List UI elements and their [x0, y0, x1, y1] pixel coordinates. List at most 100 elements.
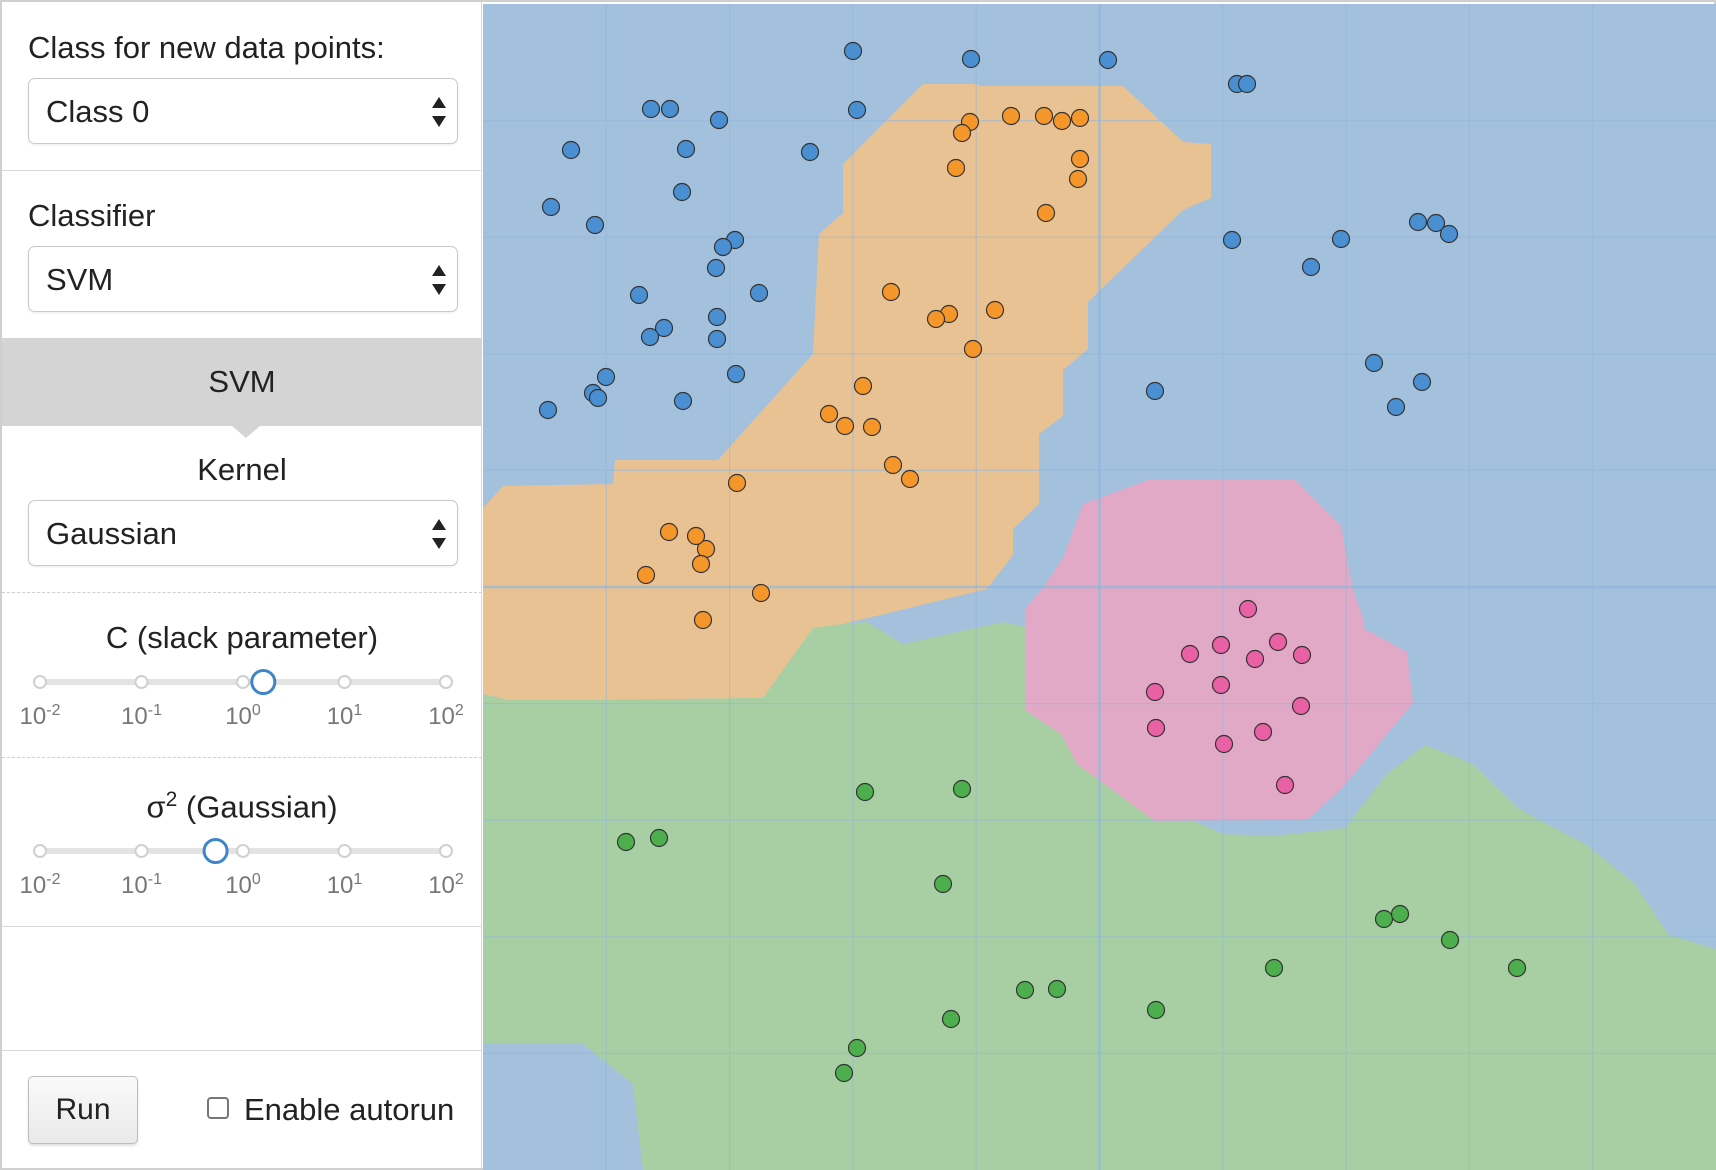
class1-data-point[interactable] — [1001, 106, 1021, 126]
class3-data-point[interactable] — [1238, 599, 1258, 619]
class1-data-point[interactable] — [985, 300, 1005, 320]
class0-data-point[interactable] — [1426, 213, 1446, 233]
class0-data-point[interactable] — [709, 110, 729, 130]
class2-data-point[interactable] — [616, 832, 636, 852]
class0-data-point[interactable] — [588, 388, 608, 408]
class0-data-point[interactable] — [541, 197, 561, 217]
sigma-slider-tick-4[interactable] — [439, 844, 453, 858]
class1-data-point[interactable] — [1036, 203, 1056, 223]
class3-data-point[interactable] — [1145, 682, 1165, 702]
class0-data-point[interactable] — [1331, 229, 1351, 249]
class0-data-point[interactable] — [1237, 74, 1257, 94]
c-slider-tick-3[interactable] — [337, 675, 352, 689]
class1-data-point[interactable] — [946, 158, 966, 178]
class2-data-point[interactable] — [941, 1009, 961, 1029]
class2-data-point[interactable] — [1390, 904, 1410, 924]
class1-data-point[interactable] — [853, 376, 873, 396]
c-slider-handle[interactable] — [250, 669, 277, 695]
class0-data-point[interactable] — [726, 364, 746, 384]
class0-data-point[interactable] — [538, 400, 558, 420]
class1-data-point[interactable] — [952, 123, 972, 143]
class0-data-point[interactable] — [672, 182, 692, 202]
class1-data-point[interactable] — [881, 282, 901, 302]
class2-data-point[interactable] — [952, 779, 972, 799]
class2-data-point[interactable] — [1440, 930, 1460, 950]
class2-data-point[interactable] — [855, 782, 875, 802]
class1-data-point[interactable] — [659, 522, 679, 542]
class2-data-point[interactable] — [1374, 909, 1394, 929]
class0-data-point[interactable] — [707, 329, 727, 349]
class1-data-point[interactable] — [636, 565, 656, 585]
class1-data-point[interactable] — [751, 583, 771, 603]
class0-data-point[interactable] — [1439, 224, 1459, 244]
class1-data-point[interactable] — [835, 416, 855, 436]
class0-data-point[interactable] — [561, 140, 581, 160]
class1-data-point[interactable] — [900, 469, 920, 489]
sigma-slider-track[interactable] — [2, 835, 482, 869]
class0-data-point[interactable] — [676, 139, 696, 159]
class0-data-point[interactable] — [707, 307, 727, 327]
class0-data-point[interactable] — [640, 327, 660, 347]
class3-data-point[interactable] — [1214, 734, 1234, 754]
class2-data-point[interactable] — [847, 1038, 867, 1058]
class3-data-point[interactable] — [1291, 696, 1311, 716]
autorun-checkbox[interactable] — [207, 1097, 229, 1119]
kernel-select[interactable]: Gaussian — [28, 500, 458, 566]
class0-data-point[interactable] — [641, 99, 661, 119]
class2-data-point[interactable] — [834, 1063, 854, 1083]
c-slider-tick-4[interactable] — [439, 675, 453, 689]
classifier-select[interactable]: SVM — [28, 246, 458, 312]
class2-data-point[interactable] — [1047, 979, 1067, 999]
class2-data-point[interactable] — [933, 874, 953, 894]
class1-data-point[interactable] — [727, 473, 747, 493]
class1-data-point[interactable] — [691, 554, 711, 574]
c-slider-track[interactable] — [2, 666, 482, 700]
class1-data-point[interactable] — [693, 610, 713, 630]
class0-data-point[interactable] — [673, 391, 693, 411]
sigma-slider[interactable]: 10-2 10-1 100 101 102 — [2, 835, 482, 905]
class0-data-point[interactable] — [843, 41, 863, 61]
c-slider-tick-0[interactable] — [33, 675, 47, 689]
class1-data-point[interactable] — [686, 526, 706, 546]
class0-data-point[interactable] — [1364, 353, 1384, 373]
class1-data-point[interactable] — [819, 404, 839, 424]
class2-data-point[interactable] — [1015, 980, 1035, 1000]
class0-data-point[interactable] — [1386, 397, 1406, 417]
sigma-slider-handle[interactable] — [202, 838, 229, 864]
class1-data-point[interactable] — [1070, 149, 1090, 169]
class3-data-point[interactable] — [1245, 649, 1265, 669]
c-slider-tick-1[interactable] — [134, 675, 149, 689]
class2-data-point[interactable] — [649, 828, 669, 848]
class1-data-point[interactable] — [1070, 108, 1090, 128]
class0-data-point[interactable] — [654, 318, 674, 338]
sigma-slider-tick-1[interactable] — [134, 844, 149, 858]
class0-data-point[interactable] — [713, 237, 733, 257]
class0-data-point[interactable] — [596, 367, 616, 387]
class1-data-point[interactable] — [963, 339, 983, 359]
sigma-slider-tick-0[interactable] — [33, 844, 47, 858]
class0-data-point[interactable] — [961, 49, 981, 69]
class3-data-point[interactable] — [1211, 675, 1231, 695]
class3-data-point[interactable] — [1292, 645, 1312, 665]
class0-data-point[interactable] — [1301, 257, 1321, 277]
sigma-slider-tick-3[interactable] — [337, 844, 352, 858]
class0-data-point[interactable] — [800, 142, 820, 162]
class1-data-point[interactable] — [1068, 169, 1088, 189]
class0-data-point[interactable] — [1412, 372, 1432, 392]
run-button[interactable]: Run — [28, 1076, 138, 1144]
classification-plot[interactable] — [483, 4, 1716, 1170]
class2-data-point[interactable] — [1507, 958, 1527, 978]
class1-data-point[interactable] — [883, 455, 903, 475]
class3-data-point[interactable] — [1180, 644, 1200, 664]
class1-data-point[interactable] — [1052, 111, 1072, 131]
class0-data-point[interactable] — [1098, 50, 1118, 70]
class-select[interactable]: Class 0 — [28, 78, 458, 144]
class0-data-point[interactable] — [847, 100, 867, 120]
class0-data-point[interactable] — [1145, 381, 1165, 401]
class0-data-point[interactable] — [1222, 230, 1242, 250]
c-slider[interactable]: 10-2 10-1 100 101 102 — [2, 666, 482, 736]
class1-data-point[interactable] — [926, 309, 946, 329]
class0-data-point[interactable] — [1408, 212, 1428, 232]
class3-data-point[interactable] — [1211, 635, 1231, 655]
class1-data-point[interactable] — [862, 417, 882, 437]
